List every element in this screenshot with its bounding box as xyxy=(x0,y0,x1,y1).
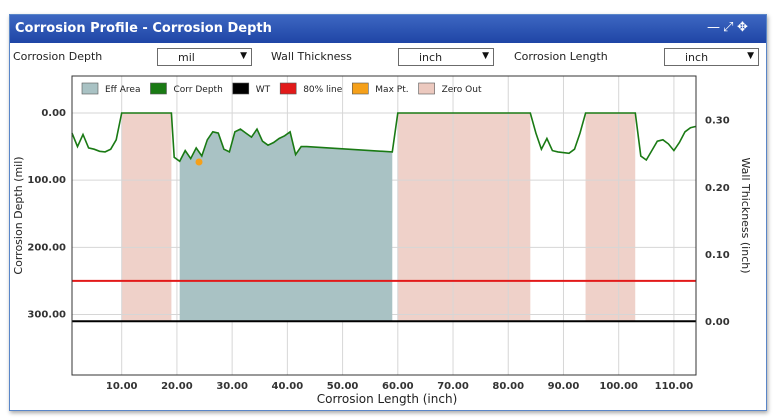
x-tick-label: 40.00 xyxy=(272,381,304,392)
zero-out-band xyxy=(121,112,172,322)
x-tick-label: 10.00 xyxy=(106,381,138,392)
wall-thickness-unit-select[interactable]: inch ▼ xyxy=(398,48,494,66)
legend: Eff Area Corr Depth WT 80% line Max Pt. Zero … xyxy=(81,82,482,95)
y-left-tick-label: 200.00 xyxy=(27,242,66,253)
unit-controls: Corrosion Depth mil ▼ Wall Thickness inc… xyxy=(10,46,766,68)
eff-area-fill xyxy=(179,129,393,322)
x-tick-label: 30.00 xyxy=(216,381,248,392)
chevron-down-icon: ▼ xyxy=(482,51,489,61)
corrosion-depth-unit-select[interactable]: mil ▼ xyxy=(157,48,252,66)
corrosion-depth-label: Corrosion Depth xyxy=(13,50,103,63)
panel-titlebar[interactable]: Corrosion Profile - Corrosion Depth — ⤢ … xyxy=(10,15,766,43)
y-right-tick-label: 0.20 xyxy=(705,183,730,194)
y-right-tick-label: 0.00 xyxy=(705,317,730,328)
chevron-down-icon: ▼ xyxy=(240,51,247,61)
minimize-icon[interactable]: — xyxy=(707,20,720,35)
legend-swatch xyxy=(418,82,435,95)
zero-out-band xyxy=(585,112,636,322)
axes-layer: 0.00 100.00 200.00 300.00 0.30 0.20 0.10 0.00 10… xyxy=(12,75,752,406)
corrosion-length-unit-select[interactable]: inch ▼ xyxy=(664,48,759,66)
max-point-marker xyxy=(195,158,203,166)
lines-layer xyxy=(71,112,697,323)
corr-depth-line xyxy=(71,112,697,163)
x-tick-label: 90.00 xyxy=(548,381,580,392)
x-axis-title: Corrosion Length (inch) xyxy=(317,392,458,406)
x-tick-label: 60.00 xyxy=(382,381,414,392)
legend-swatch xyxy=(351,82,369,95)
corrosion-chart: 0.00 100.00 200.00 300.00 0.30 0.20 0.10 0.00 10… xyxy=(12,75,752,406)
zero-out-layer xyxy=(72,76,696,375)
legend-label: Zero Out xyxy=(442,85,482,95)
corrosion-length-unit-value: inch xyxy=(685,51,709,64)
legend-label: Max Pt. xyxy=(375,85,408,95)
plot-frame xyxy=(71,75,697,376)
x-tick-label: 50.00 xyxy=(327,381,359,392)
legend-swatch xyxy=(81,82,99,95)
legend-swatch xyxy=(150,82,167,95)
legend-label: Corr Depth xyxy=(173,85,222,95)
zero-out-band xyxy=(397,112,531,322)
corrosion-length-label: Corrosion Length xyxy=(514,50,608,63)
chevron-down-icon: ▼ xyxy=(747,51,754,61)
wall-thickness-unit-value: inch xyxy=(419,51,443,64)
x-tick-label: 70.00 xyxy=(437,381,469,392)
legend-label: 80% line xyxy=(303,85,343,95)
wall-thickness-label: Wall Thickness xyxy=(271,50,352,63)
eff-area-layer xyxy=(179,129,393,322)
panel-title: Corrosion Profile - Corrosion Depth xyxy=(15,21,272,36)
legend-label: WT xyxy=(256,85,271,95)
legend-swatch xyxy=(232,82,250,95)
expand-icon[interactable]: ⤢ xyxy=(723,20,734,35)
x-tick-label: 80.00 xyxy=(492,381,524,392)
move-icon[interactable]: ✥ xyxy=(737,20,748,35)
y-right-tick-label: 0.30 xyxy=(705,116,730,127)
y-left-tick-label: 100.00 xyxy=(27,175,66,186)
y-right-tick-label: 0.10 xyxy=(705,250,730,261)
y-left-tick-label: 300.00 xyxy=(27,310,66,321)
x-tick-label: 20.00 xyxy=(161,381,193,392)
legend-label: Eff Area xyxy=(105,85,140,95)
corrosion-profile-panel: Corrosion Profile - Corrosion Depth — ⤢ … xyxy=(9,14,767,411)
x-tick-label: 110.00 xyxy=(655,381,694,392)
x-tick-label: 100.00 xyxy=(599,381,638,392)
legend-swatch xyxy=(279,82,297,95)
corrosion-depth-unit-value: mil xyxy=(178,51,195,64)
y-right-axis-title: Wall Thickness (inch) xyxy=(739,157,752,273)
chart-area: 0.00 100.00 200.00 300.00 0.30 0.20 0.10 0.00 10… xyxy=(10,71,766,411)
y-left-tick-label: 0.00 xyxy=(41,108,66,119)
y-left-axis-title: Corrosion Depth (mil) xyxy=(12,156,25,274)
